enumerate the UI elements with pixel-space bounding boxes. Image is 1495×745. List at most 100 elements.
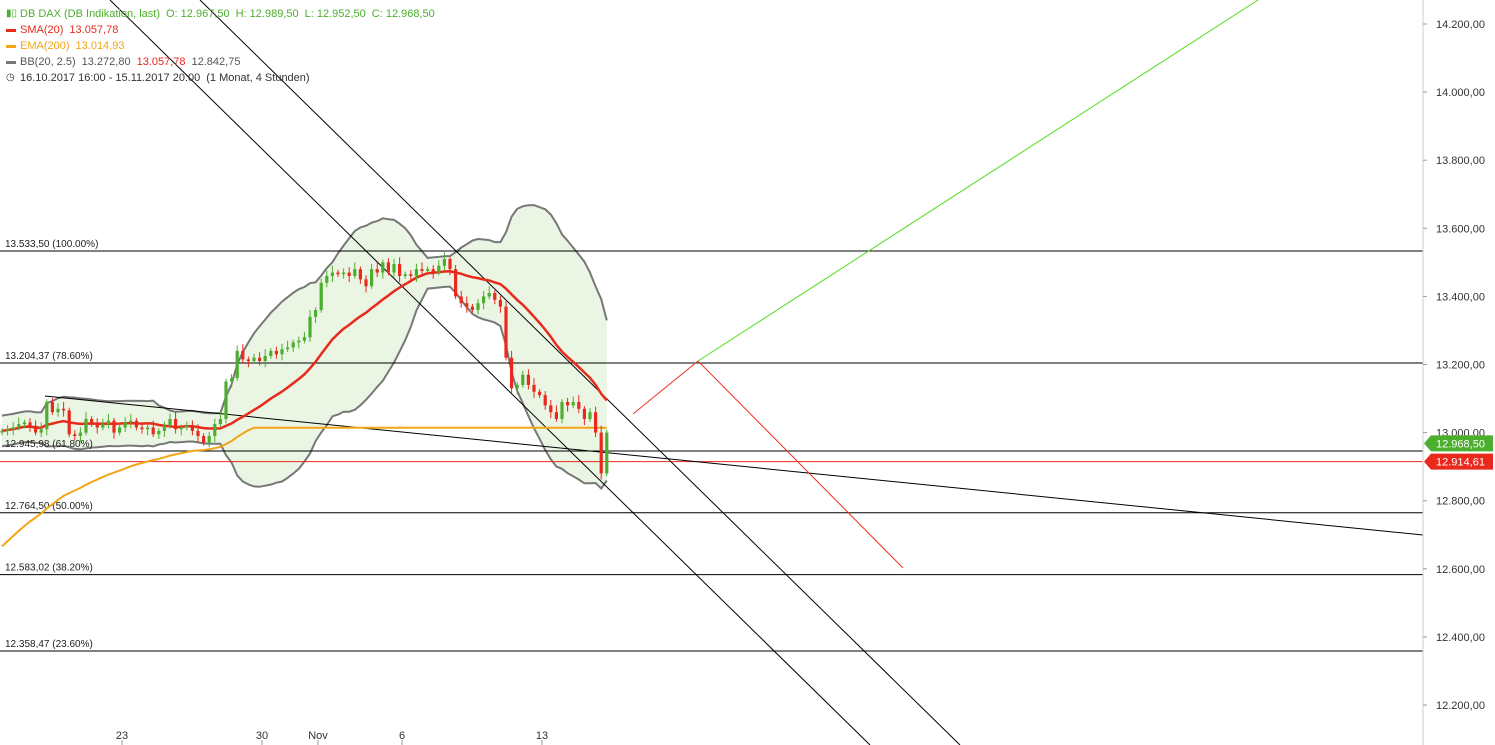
candle-body	[347, 272, 351, 276]
candle-body	[571, 401, 575, 406]
candle-body	[39, 429, 43, 433]
candle-body	[448, 258, 452, 270]
candle-body	[554, 412, 558, 419]
candle-body	[493, 292, 497, 300]
candle-body	[235, 350, 239, 379]
y-tick-label: 12.600,00	[1436, 564, 1485, 576]
candle-body	[487, 292, 491, 297]
candle-body	[73, 434, 77, 437]
candle-body	[162, 425, 166, 431]
legend-ema[interactable]: EMA(200) 13.014,93	[6, 38, 435, 54]
y-tick-label: 14.200,00	[1436, 19, 1485, 31]
legend-instrument[interactable]: ▮▯ DB DAX (DB Indikation, last) O: 12.96…	[6, 6, 435, 22]
bb-upper-line	[1, 204, 608, 417]
candle-body	[106, 420, 110, 425]
candle-body	[196, 430, 200, 437]
drawn-trendlines	[44, 0, 1424, 745]
candle-body	[381, 262, 385, 273]
candle-body	[549, 405, 553, 413]
candle-body	[168, 418, 172, 426]
candle-body	[90, 418, 94, 423]
candle-body	[437, 265, 441, 273]
chart-legend: ▮▯ DB DAX (DB Indikation, last) O: 12.96…	[6, 6, 435, 86]
candle-body	[207, 436, 211, 443]
candle-body	[274, 350, 278, 355]
candle-body	[0, 430, 4, 433]
bb-mid: 13.057,78	[136, 56, 186, 68]
candle-body	[118, 427, 122, 433]
projection-red-up	[632, 360, 699, 415]
candle-body	[470, 306, 474, 311]
candle-body	[246, 359, 250, 362]
bb-label: BB(20, 2.5)	[20, 56, 76, 68]
bb-upper: 13.272,80	[81, 56, 131, 68]
candle-body	[62, 408, 66, 411]
candle-body	[370, 269, 374, 287]
candle-body	[6, 429, 10, 431]
date-range-note: (1 Monat, 4 Stunden)	[206, 72, 310, 84]
x-tick-label: Nov	[308, 730, 328, 742]
reference-price-label: 12.914,61	[1436, 457, 1485, 469]
candle-body	[269, 350, 273, 356]
candle-body	[129, 420, 133, 423]
date-range: 16.10.2017 16:00 - 15.11.2017 20:00	[20, 72, 201, 84]
legend-range: ◷ 16.10.2017 16:00 - 15.11.2017 20:00 (1…	[6, 70, 435, 86]
candle-body	[465, 303, 469, 307]
candle-body	[11, 427, 15, 430]
candle-body	[185, 425, 189, 428]
candle-body	[45, 401, 49, 430]
candle-body	[476, 303, 480, 311]
candle-body	[157, 430, 161, 435]
candlestick-icon: ▮▯	[6, 8, 18, 19]
candle-body	[398, 264, 402, 276]
candle-body	[28, 422, 32, 426]
y-tick-label: 13.600,00	[1436, 223, 1485, 235]
price-axis: 14.200,00 14.000,00 13.800,00 13.600,00 13.4…	[1422, 0, 1493, 745]
candle-body	[375, 269, 379, 273]
candle-body	[319, 282, 323, 311]
y-tick-label: 13.800,00	[1436, 155, 1485, 167]
candle-body	[95, 422, 99, 428]
legend-sma[interactable]: SMA(20) 13.057,78	[6, 22, 435, 38]
candle-body	[174, 418, 178, 430]
candle-body	[179, 427, 183, 430]
fib-level-label: 12.945,98 (61.80%)	[5, 439, 93, 450]
candle-body	[515, 384, 519, 389]
legend-bb[interactable]: BB(20, 2.5) 13.272,80 13.057,78 12.842,7…	[6, 54, 435, 70]
candle-body	[431, 269, 435, 273]
candle-body	[566, 401, 570, 406]
candle-body	[414, 269, 418, 276]
candle-body	[213, 424, 217, 437]
candle-body	[291, 342, 295, 348]
candle-body	[560, 401, 564, 419]
time-axis: 23 30 Nov 6 13	[116, 730, 548, 745]
ema-swatch-icon	[6, 44, 16, 48]
channel-line-upper	[199, 0, 961, 745]
x-tick-label: 13	[536, 730, 548, 742]
candle-body	[134, 420, 138, 428]
candle-body	[302, 337, 306, 341]
candle-body	[409, 274, 413, 276]
candle-body	[426, 269, 430, 271]
candle-body	[392, 264, 396, 273]
candle-body	[358, 269, 362, 280]
candle-body	[280, 349, 284, 355]
ema-200-line	[1, 426, 607, 548]
candle-body	[532, 384, 536, 392]
y-tick-label: 13.200,00	[1436, 360, 1485, 372]
ema-value: 13.014,93	[75, 40, 125, 52]
candle-body	[22, 422, 26, 425]
candle-body	[56, 408, 60, 413]
candle-body	[420, 269, 424, 271]
candle-body	[17, 424, 21, 428]
ohlc-close: C: 12.968,50	[371, 8, 435, 20]
candle-body	[286, 347, 290, 350]
trend-support-line	[44, 395, 1424, 536]
y-tick-label: 12.800,00	[1436, 496, 1485, 508]
candle-body	[112, 420, 116, 433]
y-tick-label: 13.400,00	[1436, 291, 1485, 303]
projection-red-down	[697, 360, 904, 569]
ema-label: EMA(200)	[20, 40, 70, 52]
candle-body	[67, 410, 71, 435]
